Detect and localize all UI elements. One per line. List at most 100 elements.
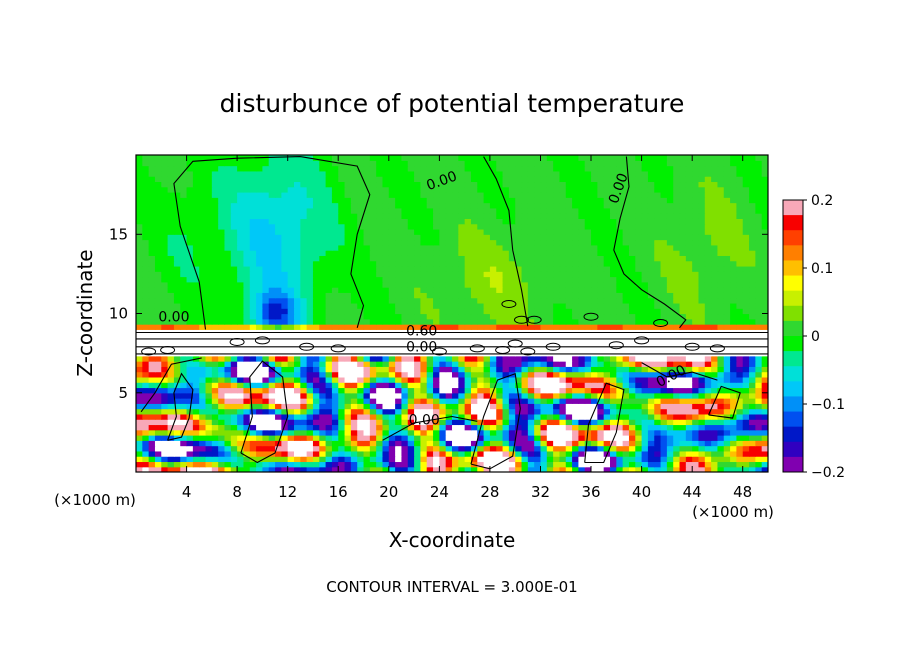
- field-cell: [224, 260, 232, 267]
- field-cell: [148, 207, 156, 214]
- field-cell: [553, 440, 561, 447]
- field-cell: [230, 361, 238, 367]
- field-cell: [211, 366, 219, 373]
- field-cell: [508, 466, 516, 472]
- field-cell: [306, 450, 314, 457]
- field-cell: [161, 313, 169, 320]
- field-cell: [382, 387, 390, 394]
- field-cell: [205, 371, 213, 378]
- field-cell: [452, 234, 459, 241]
- field-cell: [306, 260, 314, 267]
- field-cell: [660, 281, 668, 288]
- field-cell: [597, 255, 605, 262]
- field-cell: [679, 413, 687, 420]
- field-cell: [483, 371, 491, 378]
- field-cell: [559, 376, 567, 383]
- field-cell: [445, 324, 453, 330]
- field-cell: [597, 398, 605, 404]
- field-cell: [275, 461, 282, 468]
- field-cell: [414, 244, 421, 251]
- field-cell: [622, 218, 630, 225]
- field-cell: [647, 382, 655, 389]
- field-cell: [180, 324, 188, 330]
- field-cell: [723, 413, 731, 420]
- field-cell: [180, 450, 188, 457]
- field-cell: [426, 302, 434, 309]
- field-cell: [249, 419, 257, 426]
- field-cell: [647, 387, 655, 394]
- field-cell: [445, 435, 453, 441]
- field-cell: [635, 461, 643, 468]
- field-cell: [464, 424, 472, 431]
- field-cell: [262, 456, 270, 463]
- field-cell: [382, 450, 390, 457]
- field-cell: [723, 334, 731, 341]
- field-cell: [622, 456, 630, 463]
- field-cell: [477, 244, 485, 251]
- field-cell: [388, 276, 396, 283]
- field-cell: [363, 250, 371, 256]
- field-cell: [249, 334, 257, 341]
- field-cell: [742, 265, 750, 272]
- field-cell: [350, 339, 358, 346]
- field-cell: [433, 382, 440, 389]
- field-cell: [445, 334, 453, 341]
- field-cell: [338, 281, 346, 288]
- field-cell: [673, 435, 681, 441]
- field-cell: [186, 419, 194, 426]
- field-cell: [243, 376, 251, 383]
- field-cell: [628, 207, 636, 214]
- field-cell: [294, 324, 301, 330]
- field-cell: [584, 218, 592, 225]
- field-cell: [357, 461, 365, 468]
- field-cell: [698, 419, 706, 426]
- field-cell: [711, 228, 719, 235]
- field-cell: [173, 276, 181, 283]
- field-cell: [692, 276, 700, 283]
- field-cell: [755, 213, 763, 219]
- field-cell: [660, 361, 668, 367]
- field-cell: [237, 456, 245, 463]
- field-cell: [287, 387, 295, 394]
- field-cell: [534, 324, 542, 330]
- field-cell: [610, 461, 617, 468]
- field-cell: [395, 260, 403, 267]
- field-cell: [224, 250, 232, 256]
- field-cell: [180, 445, 188, 452]
- field-cell: [388, 218, 396, 225]
- field-cell: [199, 339, 207, 346]
- field-cell: [464, 435, 472, 441]
- field-cell: [603, 371, 611, 378]
- field-cell: [325, 424, 333, 431]
- field-cell: [755, 456, 763, 463]
- field-cell: [736, 287, 744, 293]
- field-cell: [483, 456, 491, 463]
- field-cell: [433, 435, 440, 441]
- field-cell: [350, 398, 358, 404]
- field-cell: [433, 207, 440, 214]
- field-cell: [666, 255, 674, 262]
- field-cell: [230, 413, 238, 420]
- field-cell: [483, 297, 491, 304]
- field-cell: [376, 213, 384, 219]
- field-cell: [319, 313, 327, 320]
- field-cell: [527, 260, 535, 267]
- field-cell: [464, 456, 472, 463]
- field-cell: [281, 265, 289, 272]
- field-cell: [344, 223, 352, 230]
- field-cell: [230, 223, 238, 230]
- field-cell: [736, 218, 744, 225]
- field-cell: [426, 287, 434, 293]
- field-cell: [300, 276, 308, 283]
- field-cell: [477, 318, 485, 325]
- field-cell: [559, 450, 567, 457]
- field-cell: [256, 234, 263, 241]
- field-cell: [300, 424, 308, 431]
- field-cell: [635, 339, 643, 346]
- field-cell: [660, 387, 668, 394]
- field-cell: [268, 297, 276, 304]
- field-cell: [565, 318, 573, 325]
- field-cell: [205, 355, 213, 362]
- field-cell: [534, 281, 542, 288]
- field-cell: [628, 334, 636, 341]
